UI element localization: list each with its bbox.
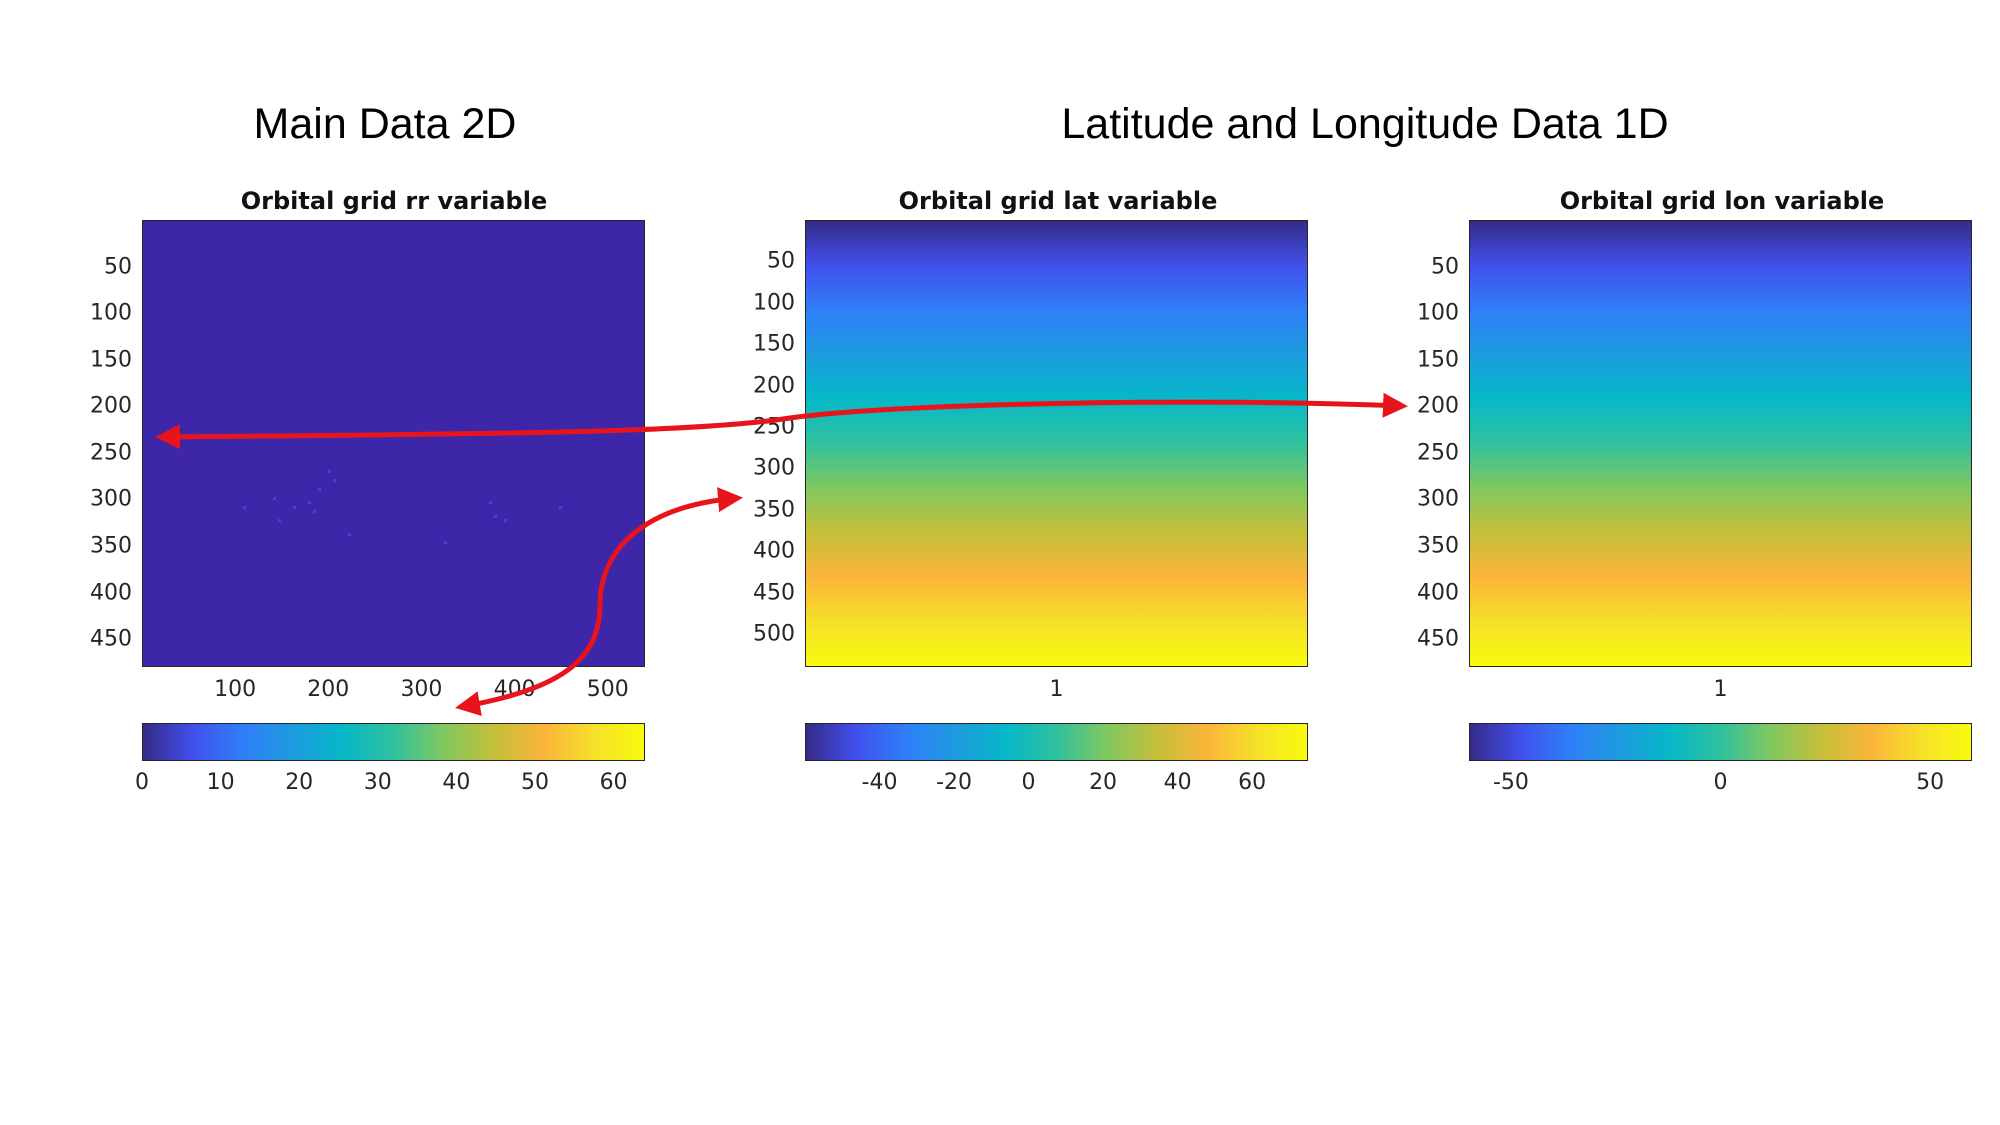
rain-pixel [293,505,297,509]
rain-pixel [493,514,497,518]
colorbar-tick-label: 60 [1238,770,1267,795]
y-tick-label: 150 [753,331,795,357]
colorbar-tick-label: 10 [206,770,235,795]
y-tick-label: 350 [753,497,795,523]
x-tick-label: 200 [307,677,350,702]
colorbar-tick-label: 0 [135,770,149,795]
colorbar-tick-label: 20 [1089,770,1118,795]
chart-title: Orbital grid rr variable [240,187,548,215]
colorbar-tick-label: 40 [1163,770,1192,795]
rain-pixel [558,505,562,509]
x-tick-label: 1 [1713,677,1728,702]
y-tick-label: 100 [753,290,795,316]
y-tick-label: 250 [1417,440,1459,466]
colorbar-tick-label: 50 [1916,770,1945,795]
heading-lat-lon-data: Latitude and Longitude Data 1D [1061,100,1669,148]
heatmap-lat [805,220,1308,667]
rain-pixel [503,519,507,523]
colorbar-lon [1469,723,1972,761]
colorbar-tick-label: 60 [599,770,628,795]
colorbar-tick-label: -20 [936,770,972,795]
x-tick-label: 500 [586,677,629,702]
x-tick-label: 300 [400,677,443,702]
rain-pixel [348,532,352,536]
y-tick-label: 100 [1417,300,1459,326]
colorbar-tick-label: 20 [285,770,314,795]
heading-main-data: Main Data 2D [253,100,517,148]
rain-pixel [273,496,277,500]
y-tick-label: 200 [753,373,795,399]
rain-pixel [243,505,247,509]
y-tick-label: 400 [90,580,132,605]
y-tick-label: 300 [753,455,795,481]
x-tick-label: 400 [493,677,536,702]
y-tick-label: 250 [90,440,132,466]
y-tick-label: 300 [90,486,132,512]
colorbar-tick-label: 0 [1713,770,1728,795]
y-tick-label: 50 [767,248,795,274]
y-tick-label: 450 [90,626,132,652]
y-tick-label: 350 [90,533,132,559]
chart-title: Orbital grid lat variable [898,187,1218,215]
y-tick-label: 500 [753,621,795,647]
colorbar-lat [805,723,1308,761]
y-tick-label: 50 [1431,254,1459,280]
colorbar-tick-label: 0 [1021,770,1036,795]
rain-pixel [443,541,447,545]
y-tick-label: 200 [90,393,132,419]
rain-pixel [308,501,312,505]
colorbar-tick-label: 30 [363,770,392,795]
x-tick-label: 100 [214,677,257,702]
colorbar-tick-label: -50 [1492,770,1529,795]
colorbar-rr [142,723,645,761]
rain-pixel [318,488,322,491]
y-tick-label: 450 [753,580,795,605]
rain-pixel [333,479,337,483]
y-tick-label: 100 [90,300,132,326]
rain-pixel [328,470,332,474]
y-tick-label: 150 [1417,347,1459,373]
y-tick-label: 150 [90,347,132,373]
y-tick-label: 350 [1417,533,1459,559]
rain-pixel [278,519,282,523]
colorbar-tick-label: -40 [861,770,898,795]
heatmap-rr [142,220,645,667]
y-tick-label: 450 [1417,626,1459,652]
y-tick-label: 200 [1417,393,1459,419]
colorbar-tick-label: 40 [442,770,471,795]
y-tick-label: 400 [753,538,795,564]
y-tick-label: 300 [1417,486,1459,512]
y-tick-label: 400 [1417,580,1459,605]
rain-pixel [488,501,492,505]
y-tick-label: 50 [104,254,132,280]
heatmap-lon [1469,220,1972,667]
y-tick-label: 250 [753,414,795,440]
chart-title: Orbital grid lon variable [1559,187,1885,215]
x-tick-label: 1 [1049,677,1064,702]
rain-pixel [313,510,317,514]
colorbar-tick-label: 50 [520,770,549,795]
